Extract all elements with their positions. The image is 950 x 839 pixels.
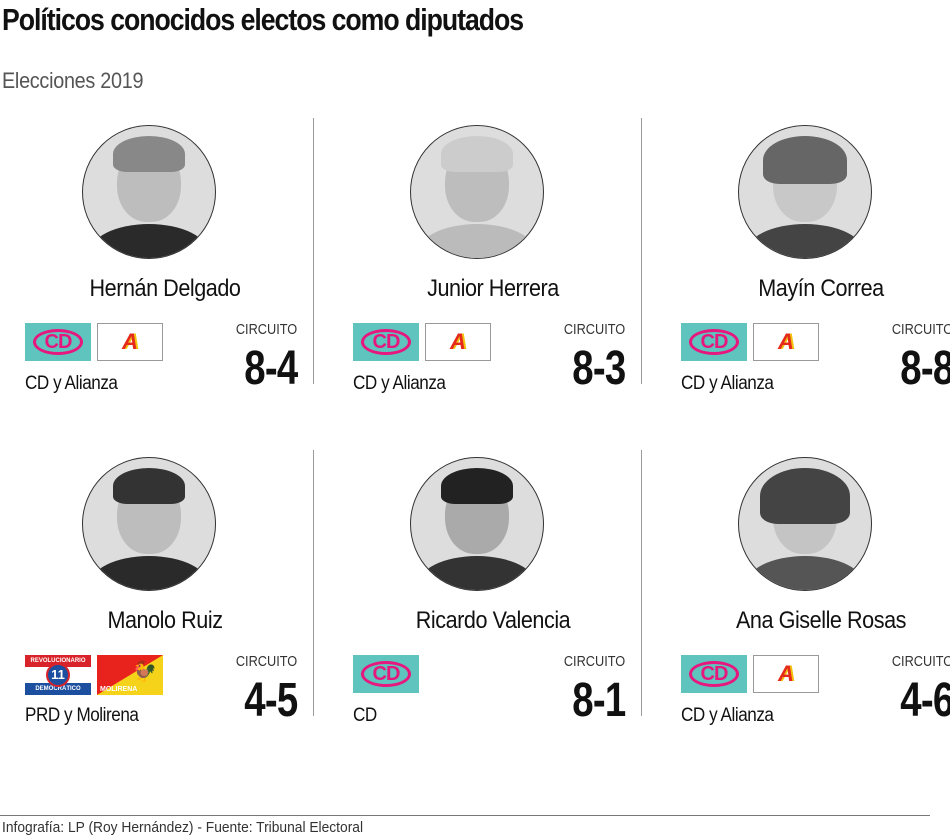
candidate-card-mayin-correa: Mayín Correa CD A CD y Alianza CIRCUITO … [681,125,950,425]
circuit-label: CIRCUITO [891,321,950,338]
party-logos: CD A [681,655,819,693]
party-label: CD y Alianza [681,705,774,726]
circuit-label: CIRCUITO [891,653,950,670]
candidate-card-hernan-delgado: Hernán Delgado CD A CD y Alianza CIRCUIT… [25,125,325,425]
column-divider [641,118,642,384]
cd-logo-icon: CD [25,323,91,361]
party-logos: REVOLUCIONARIO DEMOCRÁTICO 11 🐓 MOLIRENA [25,655,163,695]
candidate-name: Manolo Ruiz [107,607,223,634]
party-logos: CD A [681,323,819,361]
rooster-icon: 🐓 [132,661,157,683]
molirena-logo-icon: 🐓 MOLIRENA [97,655,163,695]
prd-logo-icon: REVOLUCIONARIO DEMOCRÁTICO 11 [25,655,91,695]
candidate-photo [82,125,216,259]
party-logos: CD A [25,323,163,361]
circuit-label: CIRCUITO [563,653,625,670]
party-label: PRD y Molirena [25,705,139,726]
candidate-photo [738,125,872,259]
party-logos: CD [353,655,419,693]
cd-logo-icon: CD [681,655,747,693]
circuit-value: 4-6 [899,674,950,727]
candidate-name: Ana Giselle Rosas [735,607,907,634]
page-title: Políticos conocidos electos como diputad… [2,2,524,37]
party-label: CD y Alianza [353,373,446,394]
column-divider [641,450,642,716]
alianza-logo-icon: A [425,323,491,361]
party-logos: CD A [353,323,491,361]
cd-logo-icon: CD [353,323,419,361]
circuit-label: CIRCUITO [563,321,625,338]
candidate-card-junior-herrera: Junior Herrera CD A CD y Alianza CIRCUIT… [353,125,653,425]
column-divider [313,118,314,384]
page-subtitle: Elecciones 2019 [2,68,144,93]
cd-logo-icon: CD [681,323,747,361]
column-divider [313,450,314,716]
circuit-label: CIRCUITO [235,653,297,670]
party-label: CD y Alianza [681,373,774,394]
circuit-value: 8-3 [571,342,626,395]
candidate-name: Hernán Delgado [89,275,241,302]
candidate-card-ana-giselle-rosas: Ana Giselle Rosas CD A CD y Alianza CIRC… [681,457,950,757]
alianza-logo-icon: A [753,323,819,361]
circuit-value: 8-4 [243,342,298,395]
candidate-name: Mayín Correa [758,275,884,302]
party-label: CD [353,705,377,726]
candidate-card-ricardo-valencia: Ricardo Valencia CD CD CIRCUITO 8-1 [353,457,653,757]
footer-divider [0,815,930,816]
candidate-photo [82,457,216,591]
footer-credit: Infografía: LP (Roy Hernández) - Fuente:… [2,819,364,836]
circuit-value: 8-1 [571,674,626,727]
candidate-photo [410,125,544,259]
circuit-label: CIRCUITO [235,321,297,338]
party-label: CD y Alianza [25,373,118,394]
alianza-logo-icon: A [753,655,819,693]
candidate-card-manolo-ruiz: Manolo Ruiz REVOLUCIONARIO DEMOCRÁTICO 1… [25,457,325,757]
circuit-value: 4-5 [243,674,298,727]
candidate-photo [410,457,544,591]
alianza-logo-icon: A [97,323,163,361]
candidate-name: Junior Herrera [427,275,559,302]
cd-logo-icon: CD [353,655,419,693]
candidate-name: Ricardo Valencia [415,607,571,634]
candidate-photo [738,457,872,591]
circuit-value: 8-8 [899,342,950,395]
